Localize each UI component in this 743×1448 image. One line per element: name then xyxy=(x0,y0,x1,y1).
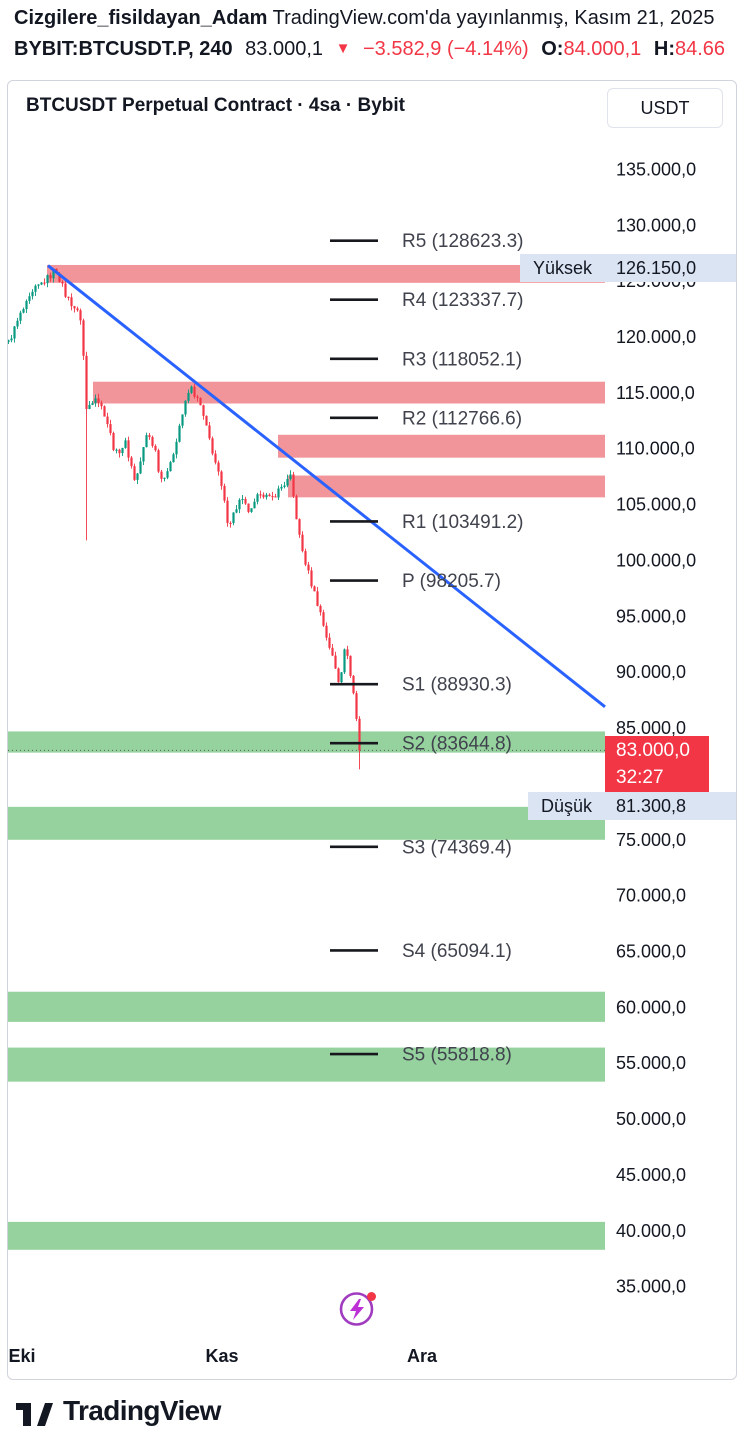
price-change-text: −3.582,9 (−4.14%) xyxy=(362,38,529,60)
published-text: TradingView.com'da yayınlanmış, Kasım 21… xyxy=(267,7,715,29)
price-tick: 90.000,0 xyxy=(616,662,686,682)
price-tick: 50.000,0 xyxy=(616,1109,686,1129)
pivot-label-P: P (98205.7) xyxy=(402,571,501,592)
open-value: 84.000,1 xyxy=(563,38,642,60)
low-marker-value: 81.300,8 xyxy=(605,792,736,821)
downtrend-line[interactable] xyxy=(47,264,606,709)
price-axis-labels: 135.000,0130.000,0125.000,0120.000,0115.… xyxy=(616,159,696,1296)
pivot-label-S1: S1 (88930.3) xyxy=(402,675,512,696)
flash-reaction-icon[interactable] xyxy=(337,1287,379,1329)
price-tick: 95.000,0 xyxy=(616,606,686,626)
pivot-label-S2: S2 (83644.8) xyxy=(402,734,512,755)
time-axis-labels: Eki Kas Ara xyxy=(8,1346,438,1366)
symbol-name: BYBIT:BTCUSDT.P, 240 xyxy=(14,38,233,60)
countdown-timer: 32:27 xyxy=(616,767,664,789)
price-tick: 65.000,0 xyxy=(616,942,686,962)
high-marker-label: Yüksek xyxy=(520,254,605,283)
pivot-label-R1: R1 (103491.2) xyxy=(402,512,523,533)
time-tick-Kas: Kas xyxy=(205,1346,238,1366)
pivot-label-R4: R4 (123337.7) xyxy=(402,290,523,311)
tradingview-footer[interactable]: TradingView xyxy=(14,1394,221,1428)
price-tick: 110.000,0 xyxy=(616,439,695,459)
tradingview-logo-text: TradingView xyxy=(63,1395,221,1426)
pivot-label-S5: S5 (55818.8) xyxy=(402,1045,512,1066)
pivot-levels: R5 (128623.3) R4 (123337.7) R3 (118052.1) R… xyxy=(330,231,523,1066)
author-name: Cizgilere_fisildayan_Adam xyxy=(14,7,268,29)
price-tick: 45.000,0 xyxy=(616,1165,686,1185)
price-tick: 120.000,0 xyxy=(616,327,696,347)
last-price-value: 83.000,0 xyxy=(616,740,690,762)
symbol-line: BYBIT:BTCUSDT.P, 240 83.000,1 ▼ −3.582,9… xyxy=(14,38,740,61)
open-label: O: xyxy=(541,38,564,60)
chart-title: BTCUSDT Perpetual Contract · 4sa · Bybit xyxy=(26,95,405,116)
high-marker-value: 126.150,0 xyxy=(605,254,736,283)
price-tick: 75.000,0 xyxy=(616,830,686,850)
high-label: H: xyxy=(653,38,675,60)
low-marker-label: Düşük xyxy=(528,792,605,821)
price-tick: 60.000,0 xyxy=(616,997,686,1017)
price-tick: 35.000,0 xyxy=(616,1277,686,1297)
pivot-label-R5: R5 (128623.3) xyxy=(402,231,523,252)
price-tick: 105.000,0 xyxy=(616,495,696,515)
price-tick: 70.000,0 xyxy=(616,886,686,906)
chart-card: R5 (128623.3) R4 (123337.7) R3 (118052.1) R… xyxy=(7,80,737,1380)
last-price-text: 83.000,1 xyxy=(245,38,323,60)
support-zones xyxy=(8,731,605,1250)
pivot-label-S4: S4 (65094.1) xyxy=(402,941,512,962)
time-tick-Ara: Ara xyxy=(407,1346,438,1366)
pivot-label-R2: R2 (112766.6) xyxy=(402,408,522,429)
last-price-box: 83.000,0 32:27 xyxy=(605,736,709,793)
pivot-label-S3: S3 (74369.4) xyxy=(402,837,512,858)
price-tick: 55.000,0 xyxy=(616,1053,686,1073)
high-value: 84.66 xyxy=(674,38,726,60)
price-tick: 85.000,0 xyxy=(616,718,686,738)
resistance-zones xyxy=(47,264,605,498)
price-tick: 40.000,0 xyxy=(616,1221,686,1241)
publication-line: Cizgilere_fisildayan_Adam TradingView.co… xyxy=(14,7,740,30)
time-tick-Eki: Eki xyxy=(8,1346,35,1366)
pivot-label-R3: R3 (118052.1) xyxy=(402,349,522,370)
tradingview-logo-icon xyxy=(16,1403,53,1426)
price-tick: 100.000,0 xyxy=(616,550,696,570)
currency-button[interactable]: USDT xyxy=(607,88,723,128)
price-tick: 130.000,0 xyxy=(616,215,696,235)
down-triangle-icon: ▼ xyxy=(335,40,351,57)
price-chart-canvas: R5 (128623.3) R4 (123337.7) R3 (118052.1) R… xyxy=(8,159,696,1366)
candlestick-series xyxy=(8,268,361,770)
price-tick: 115.000,0 xyxy=(616,383,695,403)
price-tick: 135.000,0 xyxy=(616,159,696,179)
